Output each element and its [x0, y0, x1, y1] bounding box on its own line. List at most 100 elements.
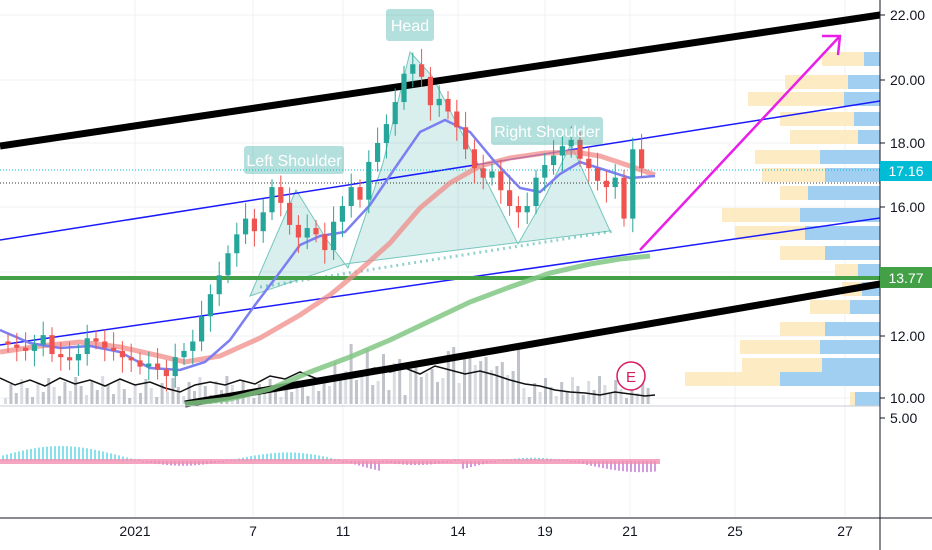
left-shoulder-annotation[interactable]: Left Shoulder [244, 146, 344, 174]
time-axis[interactable]: 2021 7 11 14 19 21 25 27 [119, 523, 853, 539]
head-annotation[interactable]: Head [386, 9, 434, 41]
vertical-gridlines [134, 0, 846, 518]
candle-body [190, 341, 196, 351]
candle-body [463, 127, 469, 150]
candle-body [331, 221, 337, 251]
volume-bar [295, 378, 299, 404]
volume-bar [171, 378, 175, 404]
oscillator-bar [302, 453, 304, 461]
volume-bar [398, 359, 402, 404]
volume-bar [533, 383, 537, 404]
volume-bar [317, 391, 321, 404]
volume-bar [149, 388, 153, 404]
volume-bar [263, 393, 267, 404]
candle-body [14, 344, 20, 348]
volume-bar [193, 391, 196, 404]
volume-bar [274, 388, 277, 404]
time-tick: 11 [336, 523, 351, 539]
volume-bar [571, 377, 574, 404]
oscillator-bar [70, 446, 72, 461]
volume-bar [484, 357, 488, 404]
oscillator-bar [54, 446, 56, 461]
candle-body [401, 73, 407, 103]
volume-bar [133, 384, 137, 404]
right-shoulder-annotation[interactable]: Right Shoulder [491, 117, 603, 145]
last-price-label: 17.16 [880, 161, 932, 181]
volume-bars [4, 344, 650, 404]
time-tick: 25 [727, 523, 743, 539]
volume-bar [581, 395, 585, 404]
candle-body [348, 187, 354, 206]
volume-bar [473, 365, 477, 404]
candle-body [507, 190, 513, 206]
oscillator-bar [466, 461, 468, 468]
candle-body [445, 98, 451, 112]
candle-body [551, 155, 557, 166]
earnings-marker[interactable]: E [616, 361, 646, 391]
volume-profile-row [848, 75, 880, 89]
volume-bar [619, 389, 623, 404]
candle-body [577, 139, 583, 159]
oscillator-bar [46, 446, 48, 461]
head-label: Head [391, 18, 429, 35]
oscillator-bar [274, 452, 276, 461]
candle-body [163, 369, 169, 377]
volume-bar [85, 395, 88, 404]
oscillator-bar [318, 455, 320, 461]
time-tick: 19 [537, 523, 553, 539]
oscillator-bar [50, 446, 52, 461]
volume-bar [522, 388, 526, 404]
price-tick: 12.00 [890, 328, 925, 344]
volume-bar [31, 397, 34, 404]
oscillator-bar [118, 455, 120, 461]
candle-body [339, 206, 345, 222]
oscillator-bar [650, 461, 652, 472]
oscillator-bar [614, 461, 616, 471]
candle-body [621, 177, 627, 219]
volume-bar [328, 386, 331, 404]
oscillator-tick: 5.00 [890, 410, 917, 426]
volume-bar [592, 390, 596, 404]
volume-bar [311, 382, 315, 404]
oscillator-bar [10, 453, 12, 461]
support-price-label: 13.77 [880, 267, 932, 288]
volume-profile-row [864, 52, 880, 66]
price-tick: 20.00 [890, 72, 925, 88]
lower-channel-thin [0, 217, 881, 346]
candle-body [146, 363, 152, 367]
volume-bar [225, 376, 229, 404]
slow-moving-average [184, 253, 651, 407]
volume-profile-row [825, 168, 880, 182]
candle-body [278, 187, 284, 203]
volume-bar [252, 398, 256, 404]
volume-bar [430, 369, 434, 404]
right-shoulder-label: Right Shoulder [494, 124, 601, 141]
oscillator-bar [82, 447, 84, 461]
oscillator-bar [106, 452, 108, 461]
projection-arrowhead [822, 34, 842, 56]
candle-body [304, 228, 310, 238]
price-tick: 22.00 [890, 7, 925, 23]
volume-bar [322, 377, 326, 404]
volume-bar [511, 371, 515, 404]
volume-bar [14, 393, 18, 404]
oscillator-bar [638, 461, 640, 473]
volume-bar [187, 382, 191, 404]
price-axis[interactable]: 22.00 20.00 18.00 16.00 12.00 10.00 5.00 [880, 7, 925, 426]
candle-body [84, 338, 90, 355]
volume-bar [587, 381, 591, 404]
volume-bar [560, 382, 564, 404]
oscillator-bar [74, 446, 76, 461]
oscillator-bar [266, 453, 268, 461]
volume-bar [409, 368, 412, 404]
oscillator-bar [110, 453, 112, 461]
volume-bar [527, 397, 531, 404]
volume-bar [468, 352, 472, 404]
candle-body [419, 64, 425, 77]
oscillator-bar [42, 447, 44, 461]
oscillator-bar [374, 461, 376, 470]
candle-body [93, 338, 99, 342]
candle-body [67, 357, 73, 361]
